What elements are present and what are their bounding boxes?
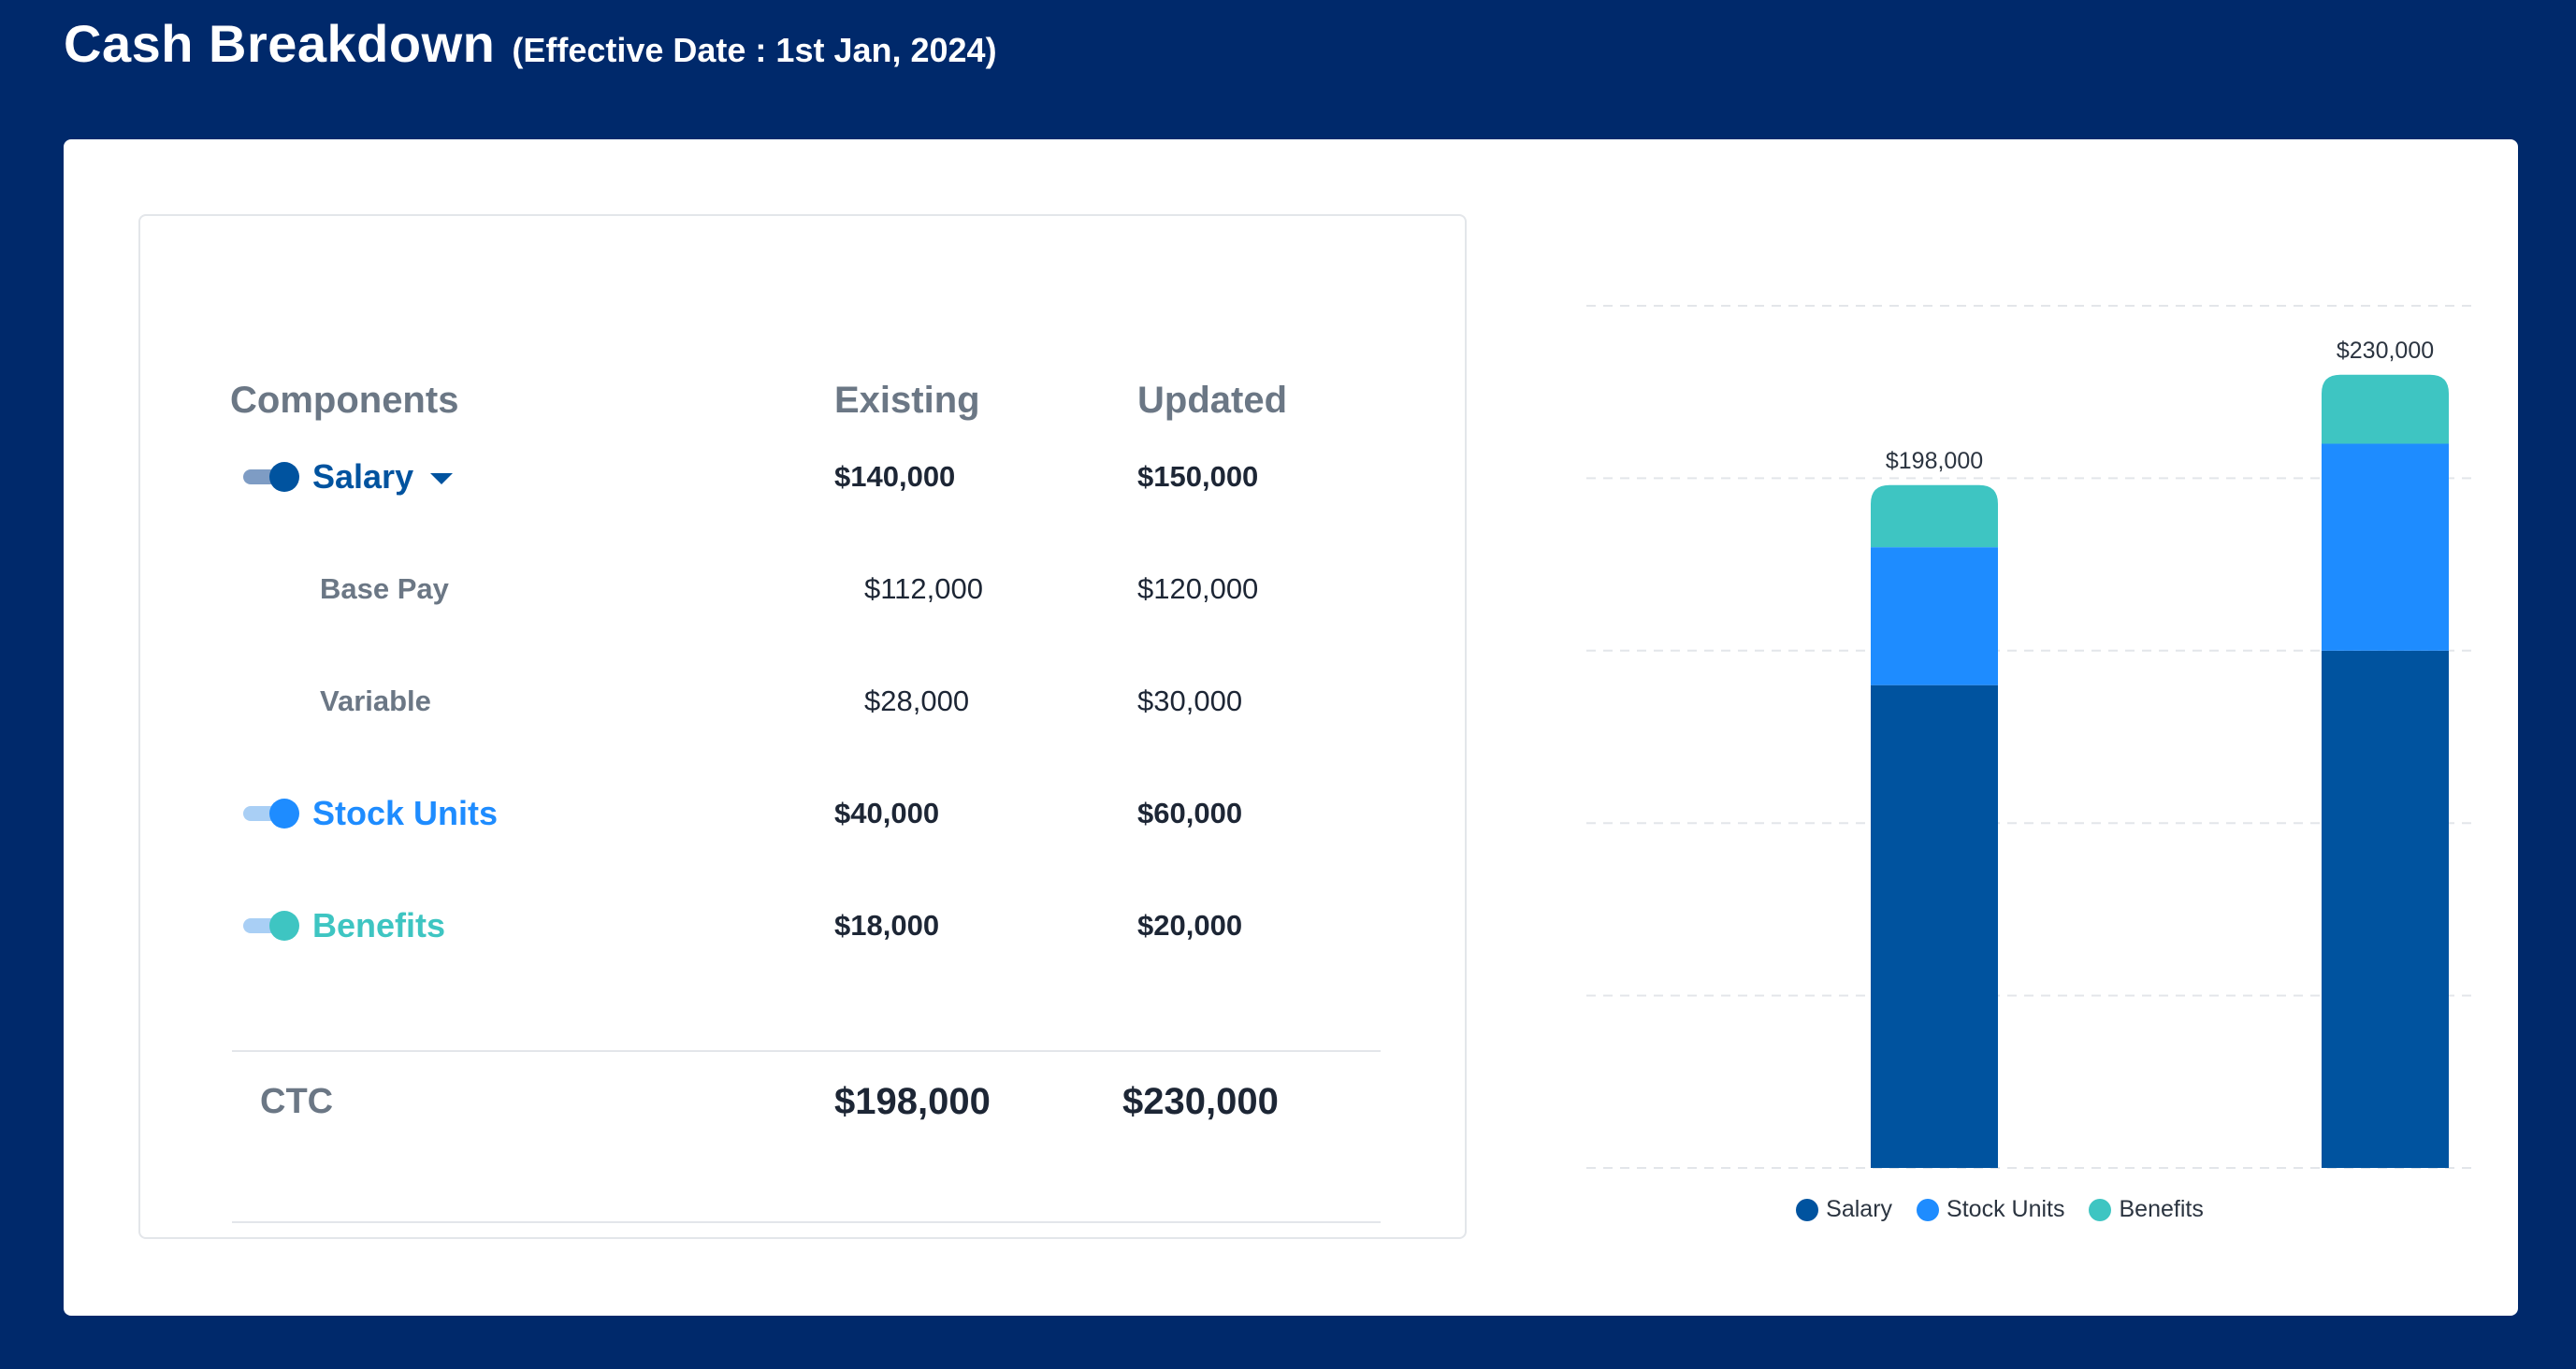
bar-benefits-existing	[1871, 484, 1998, 548]
effective-date: (Effective Date : 1st Jan, 2024)	[512, 31, 997, 69]
column-header-updated: Updated	[1137, 380, 1287, 421]
legend-label: Stock Units	[1946, 1196, 2065, 1222]
bar-salary-existing	[1871, 684, 1998, 1168]
variable-existing: $28,000	[864, 684, 970, 717]
chevron-down-icon	[430, 473, 454, 485]
variable-label: Variable	[320, 684, 431, 717]
bar-salary-updated	[2322, 650, 2449, 1168]
divider	[232, 1050, 1381, 1052]
table-row-stock-units: Stock Units $40,000 $60,000	[140, 776, 1465, 851]
legend-item: Stock Units	[1917, 1196, 2064, 1223]
stock-units-updated: $60,000	[1137, 797, 1243, 829]
variable-updated: $30,000	[1137, 684, 1243, 717]
ctc-existing: $198,000	[834, 1081, 991, 1122]
legend-item: Salary	[1796, 1196, 1892, 1223]
bar-stock-units-updated	[2322, 443, 2449, 651]
x-tick-label: Updated	[2345, 1186, 2426, 1187]
benefits-toggle[interactable]	[243, 911, 299, 941]
salary-existing: $140,000	[834, 460, 956, 493]
benefits-updated: $20,000	[1137, 909, 1243, 942]
components-table: Components Existing Updated Salary $140,…	[138, 214, 1467, 1239]
salary-updated: $150,000	[1137, 460, 1259, 493]
divider	[232, 1221, 1381, 1223]
legend-item: Benefits	[2089, 1196, 2204, 1223]
stock-units-label: Stock Units	[312, 794, 499, 832]
salary-label: Salary	[312, 457, 414, 496]
stock-units-toggle[interactable]	[243, 799, 299, 829]
ctc-label: CTC	[260, 1082, 334, 1121]
chart-legend: Salary Stock Units Benefits	[1523, 1196, 2477, 1223]
legend-dot-icon	[2089, 1198, 2112, 1221]
base-pay-updated: $120,000	[1137, 572, 1259, 605]
page-header: Cash Breakdown (Effective Date : 1st Jan…	[64, 13, 997, 80]
column-header-components: Components	[230, 380, 459, 421]
table-row-ctc: CTC $198,000 $230,000	[140, 1064, 1465, 1139]
table-row-benefits: Benefits $18,000 $20,000	[140, 888, 1465, 963]
table-row-salary: Salary $140,000 $150,000	[140, 440, 1465, 514]
benefits-existing: $18,000	[834, 909, 940, 942]
legend-label: Benefits	[2119, 1196, 2204, 1222]
ctc-updated: $230,000	[1122, 1081, 1279, 1122]
salary-toggle[interactable]	[243, 462, 299, 492]
table-row-base-pay: Base Pay $112,000 $120,000	[140, 552, 1465, 627]
cash-breakdown-chart: $198,000 Existing $230,000 Updated Salary St…	[1523, 233, 2477, 1280]
stock-units-existing: $40,000	[834, 797, 940, 829]
base-pay-existing: $112,000	[864, 572, 983, 605]
x-tick-label: Existing	[1897, 1186, 1973, 1187]
bar-benefits-updated	[2322, 374, 2449, 444]
salary-expander[interactable]: Salary	[312, 440, 454, 514]
data-label-total: $198,000	[1886, 448, 1983, 474]
stacked-bar-chart: $198,000 Existing $230,000 Updated	[1586, 305, 2477, 1210]
bar-stock-units-existing	[1871, 547, 1998, 685]
data-label-total: $230,000	[2337, 338, 2434, 364]
page-title: Cash Breakdown	[64, 14, 496, 73]
legend-label: Salary	[1826, 1196, 1893, 1222]
base-pay-label: Base Pay	[320, 572, 449, 605]
table-row-variable: Variable $28,000 $30,000	[140, 664, 1465, 739]
breakdown-card: Components Existing Updated Salary $140,…	[64, 139, 2518, 1316]
benefits-label: Benefits	[312, 906, 446, 944]
column-header-existing: Existing	[834, 380, 980, 421]
legend-dot-icon	[1917, 1198, 1940, 1221]
legend-dot-icon	[1796, 1198, 1819, 1221]
